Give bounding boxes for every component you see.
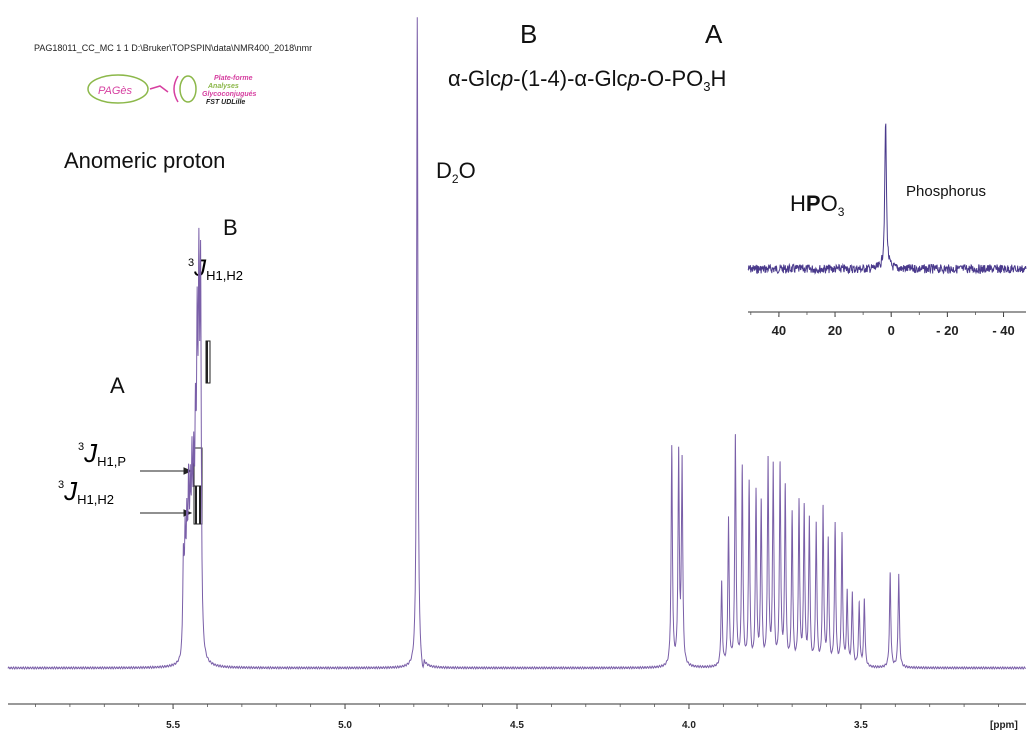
j-arrows bbox=[140, 467, 193, 517]
d2o-label: D2O bbox=[436, 158, 476, 186]
logo-text: PAGès bbox=[98, 85, 133, 97]
inset-tick-label-1: 20 bbox=[828, 323, 842, 338]
structure-unit-a: A bbox=[705, 19, 723, 49]
platform-logo: PAGès Plate-forme Analyses Glycoconjugué… bbox=[87, 74, 257, 106]
x-tick-label-3: 4.0 bbox=[682, 720, 696, 731]
x-tick-label-0: 5.5 bbox=[166, 720, 180, 731]
header-path: PAG18011_CC_MC 1 1 D:\Bruker\TOPSPIN\dat… bbox=[34, 43, 312, 53]
structure-formula: α-Glcp-(1-4)-α-Glcp-O-PO3H bbox=[448, 66, 726, 94]
peak-a-label: A bbox=[110, 373, 125, 398]
x-axis: 5.5 5.0 4.5 4.0 3.5 bbox=[8, 703, 1026, 731]
inset-tick-label-4: - 40 bbox=[992, 323, 1014, 338]
logo-line-2: Analyses bbox=[207, 83, 239, 90]
phosphorus-inset: 40 20 0 - 20 - 40 bbox=[747, 123, 1027, 338]
logo-line-4: FST UDLille bbox=[206, 99, 245, 106]
inset-trace bbox=[747, 123, 1027, 275]
ja-h1p-label: 3JH1,P bbox=[78, 438, 126, 469]
x-tick-label-2: 4.5 bbox=[510, 720, 524, 731]
inset-tick-label-2: 0 bbox=[888, 323, 895, 338]
structure-unit-b: B bbox=[520, 19, 537, 49]
anomeric-label: Anomeric proton bbox=[64, 148, 225, 173]
jb-h1h2-label: 3JH1,H2 bbox=[188, 255, 243, 283]
x-tick-label-1: 5.0 bbox=[338, 720, 352, 731]
inset-tick-label-0: 40 bbox=[772, 323, 786, 338]
coupling-brackets bbox=[193, 340, 211, 525]
x-axis-unit: [ppm] bbox=[990, 720, 1018, 731]
spectrum-trace bbox=[7, 17, 1026, 670]
inset-hpo3-label: HPO3 bbox=[790, 191, 845, 219]
logo-line-3: Glycoconjugués bbox=[202, 91, 257, 98]
x-tick-label-4: 3.5 bbox=[854, 720, 868, 731]
logo-line-1: Plate-forme bbox=[214, 75, 253, 82]
inset-tick-label-3: - 20 bbox=[936, 323, 958, 338]
peak-b-label: B bbox=[223, 215, 238, 240]
ja-h1h2-label: 3JH1,H2 bbox=[58, 476, 114, 507]
inset-title: Phosphorus bbox=[906, 183, 986, 200]
proton-spectrum bbox=[7, 17, 1026, 670]
